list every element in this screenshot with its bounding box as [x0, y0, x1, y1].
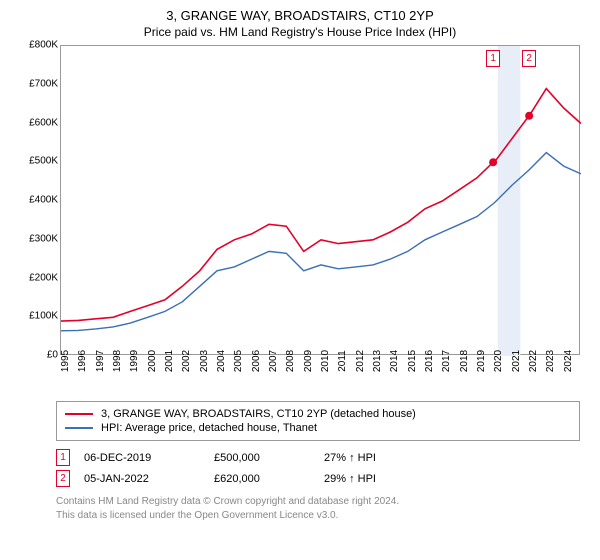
x-tick-label: 1999 [129, 350, 140, 372]
sales-date: 05-JAN-2022 [84, 473, 214, 485]
sales-row: 1 06-DEC-2019£500,00027% ↑ HPI [56, 449, 580, 466]
legend-row: 3, GRANGE WAY, BROADSTAIRS, CT10 2YP (de… [65, 408, 571, 420]
x-tick-label: 2022 [528, 350, 539, 372]
highlight-band [498, 46, 521, 356]
sales-date: 06-DEC-2019 [84, 452, 214, 464]
plot-area: 12 [60, 45, 580, 355]
x-tick-label: 2018 [459, 350, 470, 372]
sale-marker-2: 2 [522, 50, 536, 67]
y-tick-label: £700K [10, 78, 58, 89]
x-tick-label: 2005 [233, 350, 244, 372]
x-tick-label: 2020 [493, 350, 504, 372]
x-tick-label: 2002 [181, 350, 192, 372]
x-tick-label: 2006 [251, 350, 262, 372]
y-tick-label: £600K [10, 117, 58, 128]
line-chart-svg [61, 46, 581, 356]
sales-table: 1 06-DEC-2019£500,00027% ↑ HPI 2 05-JAN-202… [56, 449, 580, 487]
sale-point-2 [525, 112, 533, 120]
x-tick-label: 2000 [147, 350, 158, 372]
legend-label: 3, GRANGE WAY, BROADSTAIRS, CT10 2YP (de… [101, 408, 416, 420]
x-tick-label: 2001 [164, 350, 175, 372]
x-tick-label: 2011 [337, 350, 348, 372]
y-tick-label: £200K [10, 272, 58, 283]
y-tick-label: £500K [10, 156, 58, 167]
x-tick-label: 1995 [60, 350, 71, 372]
chart-area: £0£100K£200K£300K£400K£500K£600K£700K£80… [10, 45, 590, 395]
y-tick-label: £100K [10, 311, 58, 322]
footer: Contains HM Land Registry data © Crown c… [56, 495, 580, 522]
sales-marker-icon: 1 [56, 449, 70, 466]
chart-subtitle: Price paid vs. HM Land Registry's House … [10, 25, 590, 39]
footer-line2: This data is licensed under the Open Gov… [56, 509, 580, 523]
footer-line1: Contains HM Land Registry data © Crown c… [56, 495, 580, 509]
chart-title: 3, GRANGE WAY, BROADSTAIRS, CT10 2YP [10, 8, 590, 23]
y-tick-label: £300K [10, 233, 58, 244]
chart-container: 3, GRANGE WAY, BROADSTAIRS, CT10 2YP Pri… [0, 0, 600, 560]
x-tick-label: 1997 [95, 350, 106, 372]
x-tick-label: 2017 [441, 350, 452, 372]
legend-swatch [65, 413, 93, 415]
x-tick-label: 2019 [476, 350, 487, 372]
legend-swatch [65, 427, 93, 429]
sales-price: £620,000 [214, 473, 324, 485]
x-tick-label: 2023 [545, 350, 556, 372]
sales-marker-icon: 2 [56, 470, 70, 487]
y-tick-label: £800K [10, 40, 58, 51]
sales-row: 2 05-JAN-2022£620,00029% ↑ HPI [56, 470, 580, 487]
x-tick-label: 2016 [424, 350, 435, 372]
sale-point-1 [489, 158, 497, 166]
x-tick-label: 2021 [511, 350, 522, 372]
sales-hpi-delta: 29% ↑ HPI [324, 473, 424, 485]
x-tick-label: 2004 [216, 350, 227, 372]
x-tick-label: 1996 [77, 350, 88, 372]
x-tick-label: 2014 [389, 350, 400, 372]
sale-marker-1: 1 [486, 50, 500, 67]
legend: 3, GRANGE WAY, BROADSTAIRS, CT10 2YP (de… [56, 401, 580, 441]
y-tick-label: £400K [10, 195, 58, 206]
x-tick-label: 2015 [407, 350, 418, 372]
x-tick-label: 2013 [372, 350, 383, 372]
x-tick-label: 2009 [303, 350, 314, 372]
x-axis: 1995199619971998199920002001200220032004… [60, 357, 580, 395]
x-tick-label: 2024 [563, 350, 574, 372]
sales-price: £500,000 [214, 452, 324, 464]
legend-label: HPI: Average price, detached house, Than… [101, 422, 317, 434]
sales-hpi-delta: 27% ↑ HPI [324, 452, 424, 464]
legend-row: HPI: Average price, detached house, Than… [65, 422, 571, 434]
y-axis: £0£100K£200K£300K£400K£500K£600K£700K£80… [10, 45, 60, 355]
x-tick-label: 2007 [268, 350, 279, 372]
x-tick-label: 2012 [355, 350, 366, 372]
x-tick-label: 2008 [285, 350, 296, 372]
x-tick-label: 2003 [199, 350, 210, 372]
x-tick-label: 1998 [112, 350, 123, 372]
y-tick-label: £0 [10, 350, 58, 361]
x-tick-label: 2010 [320, 350, 331, 372]
